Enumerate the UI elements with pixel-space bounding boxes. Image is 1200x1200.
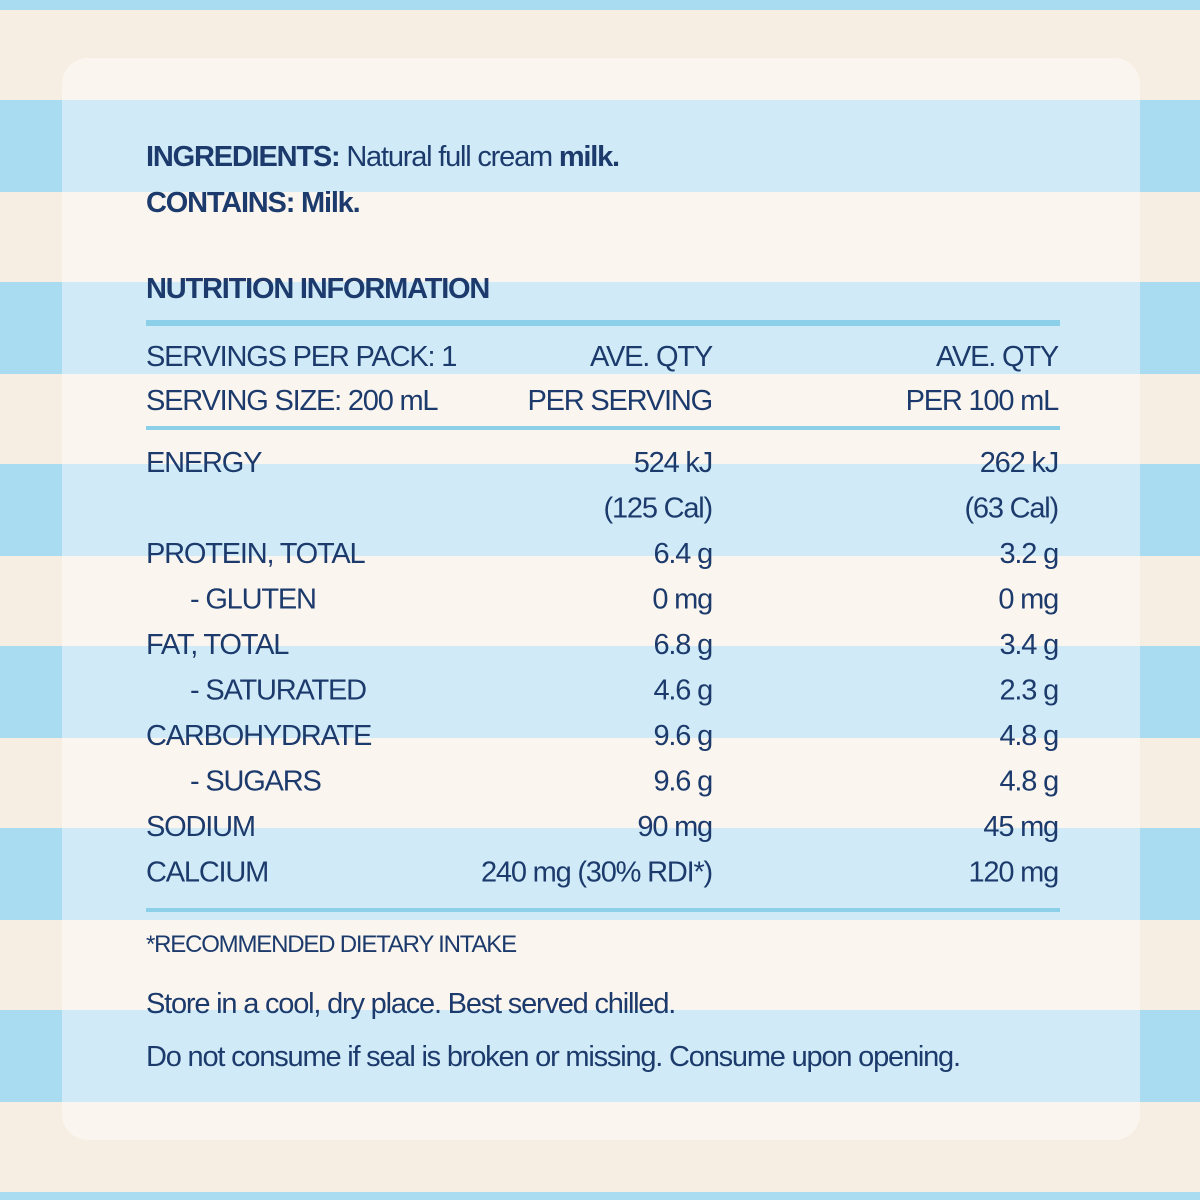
per-serving-value: 90 mg — [637, 811, 712, 843]
per-serving-value: (125 Cal) — [604, 493, 712, 525]
per-100ml-value: 120 mg — [968, 857, 1058, 889]
per-100ml-value: 4.8 g — [1000, 720, 1059, 752]
per-100ml-value: 3.4 g — [1000, 629, 1059, 661]
nutrient-name: SODIUM — [146, 811, 255, 843]
column-header: PER 100 mL — [906, 385, 1059, 417]
per-100ml-value: 4.8 g — [1000, 766, 1059, 798]
panel — [62, 58, 1140, 1140]
per-serving-value: 9.6 g — [654, 720, 713, 752]
per-100ml-value: (63 Cal) — [964, 493, 1058, 525]
nutrient-name: ENERGY — [146, 447, 262, 479]
per-serving-value: 9.6 g — [654, 766, 713, 798]
per-serving-value: 6.8 g — [654, 629, 713, 661]
per-100ml-value: 0 mg — [998, 584, 1058, 616]
nutrition-title: NUTRITION INFORMATION — [146, 273, 489, 305]
nutrient-name: FAT, TOTAL — [146, 629, 289, 661]
per-100ml-value: 45 mg — [983, 811, 1058, 843]
column-header: AVE. QTY — [590, 341, 713, 373]
storage-line: Store in a cool, dry place. Best served … — [146, 988, 675, 1020]
per-100ml-value: 3.2 g — [1000, 538, 1059, 570]
footnote: *RECOMMENDED DIETARY INTAKE — [146, 931, 516, 958]
per-serving-value: 0 mg — [652, 584, 712, 616]
ingredients-label: INGREDIENTS: — [146, 141, 339, 173]
nutrient-name: PROTEIN, TOTAL — [146, 538, 366, 570]
serving-size: SERVING SIZE: 200 mL — [146, 385, 438, 417]
ingredients-text: Natural full cream — [346, 141, 552, 173]
ingredients-bold: milk. — [559, 141, 619, 173]
per-serving-value: 240 mg (30% RDI*) — [481, 857, 712, 889]
nutrient-name: CALCIUM — [146, 857, 268, 889]
storage-line: Do not consume if seal is broken or miss… — [146, 1041, 960, 1073]
per-100ml-value: 262 kJ — [980, 447, 1058, 479]
per-serving-value: 4.6 g — [654, 675, 713, 707]
per-100ml-value: 2.3 g — [1000, 675, 1059, 707]
contains: CONTAINS: Milk. — [146, 187, 360, 219]
per-serving-value: 524 kJ — [634, 447, 712, 479]
nutrient-name: - SATURATED — [190, 675, 366, 707]
column-header: AVE. QTY — [936, 341, 1059, 373]
ingredients: INGREDIENTS: Natural full cream milk. — [146, 141, 619, 173]
contains-label: CONTAINS: — [146, 187, 294, 219]
per-serving-value: 6.4 g — [654, 538, 713, 570]
servings-per-pack: SERVINGS PER PACK: 1 — [146, 341, 456, 373]
nutrient-name: CARBOHYDRATE — [146, 720, 372, 752]
column-header: PER SERVING — [528, 385, 713, 417]
nutrient-name: - GLUTEN — [190, 584, 316, 616]
contains-value: Milk. — [301, 187, 360, 219]
nutrient-name: - SUGARS — [190, 766, 321, 798]
